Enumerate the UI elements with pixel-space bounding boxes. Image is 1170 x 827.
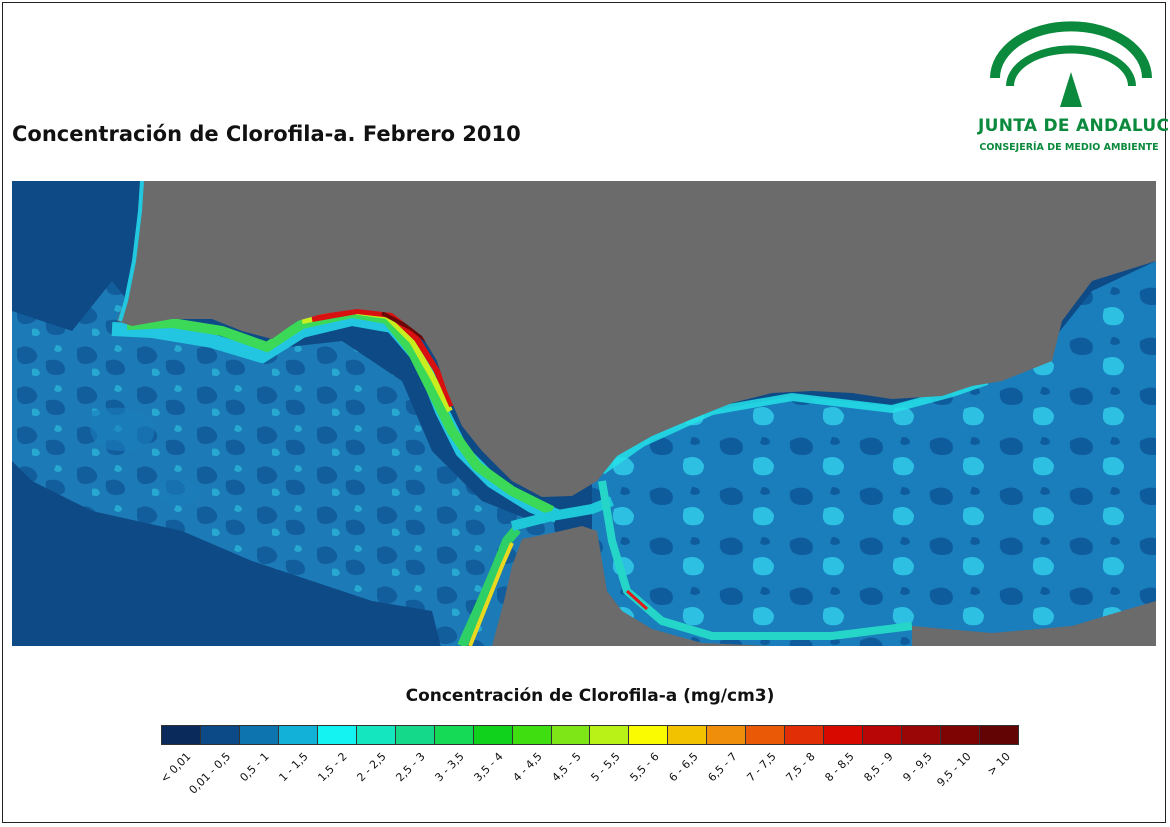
mediterranean-sea-zone	[592, 261, 1156, 646]
legend-label-text: 4,5 - 5	[549, 750, 584, 785]
legend-swatch	[902, 726, 942, 744]
legend-swatch	[551, 726, 591, 744]
legend-swatch	[434, 726, 474, 744]
legend-swatch	[356, 726, 396, 744]
legend-label-text: 1 - 1,5	[276, 750, 311, 785]
legend-swatch	[590, 726, 630, 744]
legend-label-text: 4 - 4,5	[510, 750, 545, 785]
legend-label-text: 3 - 3,5	[432, 750, 467, 785]
legend-swatch	[668, 726, 708, 744]
alboran-south-coast	[598, 480, 913, 640]
legend-swatch	[707, 726, 747, 744]
legend-label-text: 7,5 - 8	[783, 750, 818, 785]
legend-label-text: 9 - 9,5	[900, 750, 935, 785]
legend-label-text: 9,5 - 10	[934, 750, 974, 790]
logo-name: JUNTA DE ANDALUCIA	[978, 116, 1170, 136]
legend-label-text: 0,5 - 1	[237, 750, 272, 785]
legend-label-text: 5,5 - 6	[627, 750, 662, 785]
legend-color-bar	[161, 725, 1019, 745]
legend-swatch	[162, 726, 201, 744]
legend-swatch	[200, 726, 240, 744]
legend-label-text: > 10	[984, 750, 1013, 779]
legend-swatch	[512, 726, 552, 744]
atlantic-shelf-zone	[12, 281, 572, 646]
legend-swatch	[980, 726, 1018, 744]
iberia-land	[117, 181, 1156, 497]
legend-swatch	[317, 726, 357, 744]
legend-swatch	[239, 726, 279, 744]
legend-label-text: 2 - 2,5	[354, 750, 389, 785]
legend-label-text: 8 - 8,5	[822, 750, 857, 785]
atlantic-patch	[90, 407, 202, 506]
africa-land-east	[912, 601, 1156, 646]
junta-de-andalucia-logo: JUNTA DE ANDALUCIA CONSEJERÍA DE MEDIO A…	[978, 12, 1170, 162]
legend-swatch	[278, 726, 318, 744]
andalucia-arch-emblem-icon	[990, 21, 1152, 107]
legend-swatch	[824, 726, 864, 744]
logo-subtitle: CONSEJERÍA DE MEDIO AMBIENTE	[979, 142, 1159, 153]
legend-label-text: 7 - 7,5	[744, 750, 779, 785]
legend-label-text: 1,5 - 2	[315, 750, 350, 785]
legend-label-text: 5 - 5,5	[588, 750, 623, 785]
map-raster	[12, 181, 1156, 646]
legend-label-text: 2,5 - 3	[393, 750, 428, 785]
legend-swatch	[785, 726, 825, 744]
legend-label-text: 6 - 6,5	[666, 750, 701, 785]
legend-swatch	[941, 726, 981, 744]
map-title: Concentración de Clorofila-a. Febrero 20…	[12, 122, 521, 146]
legend-swatch	[473, 726, 513, 744]
legend-label-text: < 0,01	[158, 750, 194, 786]
legend-label-text: 8,5 - 9	[861, 750, 896, 785]
legend-label-text: 0,01 - 0,5	[186, 750, 233, 797]
legend-swatch	[746, 726, 786, 744]
chlorophyll-map	[12, 181, 1156, 646]
legend-label-text: 6,5 - 7	[705, 750, 740, 785]
mediterranean-coastal-band	[599, 377, 989, 475]
legend-label-text: 3,5 - 4	[471, 750, 506, 785]
legend-title: Concentración de Clorofila-a (mg/cm3)	[405, 686, 775, 706]
legend-swatch	[629, 726, 669, 744]
legend-swatch	[395, 726, 435, 744]
moroccan-coast-band	[457, 525, 521, 646]
moroccan-coast-yellow	[468, 542, 514, 646]
africa-land	[492, 526, 772, 646]
portugal-coast-strip	[118, 181, 144, 322]
alboran-red-spot	[625, 589, 649, 611]
legend-swatch	[863, 726, 903, 744]
